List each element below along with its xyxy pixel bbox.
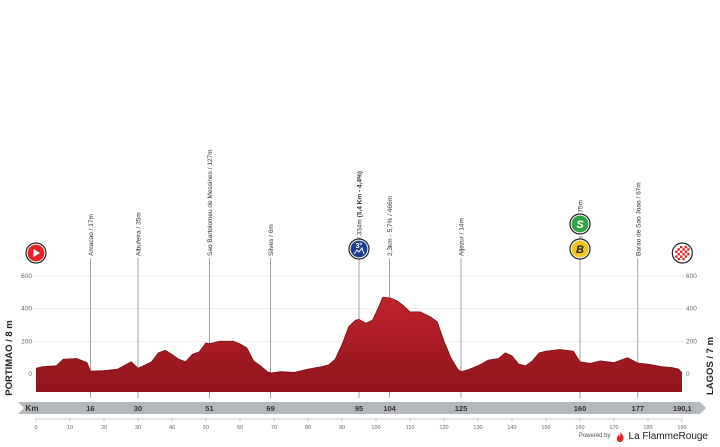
mountain-icon — [353, 246, 365, 255]
waypoint-label: Sao Bartolomeu de Messines / 127m — [207, 149, 214, 256]
finish-flag-icon — [671, 242, 693, 264]
waypoint-label: Albufeira / 35m — [136, 212, 143, 256]
x-tick-label: 70 — [271, 425, 277, 431]
x-tick-label: 120 — [439, 425, 448, 431]
x-tick-label: 30 — [135, 425, 141, 431]
x-tick-label: 110 — [406, 425, 415, 431]
checker-square — [679, 245, 683, 249]
checker-square — [675, 255, 678, 258]
km-label: Km — [26, 404, 39, 413]
x-tick-label: 0 — [34, 425, 37, 431]
x-tick-label: 150 — [541, 425, 550, 431]
credit-line: Powered by La FlammeRouge — [579, 429, 708, 443]
km-marker: 190,1 — [673, 404, 692, 413]
x-tick-label: 190 — [677, 425, 686, 431]
x-tick-label: 100 — [371, 425, 380, 431]
x-tick-label: 20 — [101, 425, 107, 431]
x-tick-label: 60 — [237, 425, 243, 431]
finish-label: LAGOS / 7 m — [705, 337, 716, 395]
elevation-line — [35, 296, 683, 374]
flame-logo-icon — [616, 430, 624, 442]
bonus-badge: B — [569, 238, 591, 260]
km-marker: 160 — [574, 404, 587, 413]
checker-square — [684, 250, 688, 253]
x-tick-label: 40 — [169, 425, 175, 431]
checker-square — [677, 253, 680, 256]
km-marker: 51 — [205, 404, 213, 413]
y-tick-label-right: 600 — [686, 273, 697, 280]
checker-square — [682, 248, 685, 251]
km-marker: 125 — [455, 404, 468, 413]
km-marker: 95 — [355, 404, 363, 413]
x-tick-label: 50 — [203, 425, 209, 431]
checker-square — [679, 250, 683, 253]
km-band-notch — [18, 402, 24, 414]
km-marker: 16 — [86, 404, 94, 413]
waypoint-name: Sao Bartolomeu de Messines / 127m — [207, 149, 214, 256]
waypoint-name: 2,3km - 5,7% / 466m — [387, 196, 394, 256]
x-tick-label: 140 — [507, 425, 516, 431]
powered-by-text: Powered by — [578, 433, 611, 439]
checker-square — [687, 253, 690, 256]
start-label: PORTIMAO / 8 m — [4, 320, 15, 395]
km-marker: 30 — [134, 404, 142, 413]
y-tick-label-right: 0 — [686, 371, 690, 378]
waypoint-name: Silves / 6m — [268, 224, 275, 256]
waypoint-label: 2,3km - 5,7% / 466m — [387, 196, 394, 256]
waypoint-label: Aljezur / 14m — [459, 218, 466, 256]
kom-badge-text: 3° — [356, 242, 363, 250]
bonus-badge-text: B — [576, 244, 584, 256]
checker-square — [682, 253, 685, 256]
start-icon — [25, 242, 47, 264]
km-marker: 69 — [266, 404, 274, 413]
checker-square — [682, 257, 685, 261]
climb-stats: (5,4 Km - 4,4%) — [357, 171, 364, 217]
y-tick-label-left: 0 — [28, 371, 32, 378]
waypoint-label: Nave / 334m (5,4 Km - 4,4%) — [357, 171, 364, 256]
waypoint-label: Amacao / 17m — [88, 214, 95, 256]
waypoint-name: Aljezur / 14m — [459, 218, 466, 256]
y-tick-label-left: 600 — [21, 273, 32, 280]
x-tick-label: 180 — [643, 425, 652, 431]
x-tick-label: 160 — [575, 425, 584, 431]
x-tick-label: 10 — [67, 425, 73, 431]
waypoint-label: Silves / 6m — [268, 224, 275, 256]
kom-badge: 3° — [348, 238, 370, 260]
waypoint-name: Barao de Sao Joao / 67m — [635, 182, 642, 256]
checker-square — [687, 248, 690, 251]
x-tick-label: 130 — [473, 425, 482, 431]
bonus-badge-disc — [571, 240, 589, 258]
waypoint-name: Nave / 334m — [357, 217, 364, 256]
sprint-badge: S — [569, 213, 591, 235]
checker-square — [679, 255, 683, 258]
waypoint-name: Albufeira / 35m — [136, 212, 143, 256]
y-tick-label-right: 200 — [686, 338, 697, 345]
y-tick-label-right: 400 — [686, 306, 697, 313]
checker-square — [677, 257, 680, 261]
sprint-badge-text: S — [576, 219, 584, 231]
checker-square — [677, 248, 680, 251]
km-band-arrow — [700, 402, 706, 414]
km-marker: 177 — [632, 404, 645, 413]
km-marker: 104 — [383, 404, 396, 413]
x-tick-label: 80 — [305, 425, 311, 431]
play-icon — [33, 249, 40, 257]
y-tick-label-left: 200 — [21, 338, 32, 345]
checker-square — [684, 245, 688, 249]
km-band — [18, 402, 700, 414]
waypoint-label: Barao de Sao Joao / 67m — [635, 182, 642, 256]
y-tick-label-left: 400 — [21, 306, 32, 313]
checker-square — [675, 250, 678, 253]
brand-name[interactable]: La FlammeRouge — [628, 430, 708, 442]
x-tick-label: 90 — [339, 425, 345, 431]
checker-square — [684, 255, 688, 258]
elevation-area — [36, 297, 682, 392]
waypoint-name: Amacao / 17m — [88, 214, 95, 256]
x-tick-label: 170 — [609, 425, 618, 431]
sprint-badge-disc — [571, 215, 589, 233]
